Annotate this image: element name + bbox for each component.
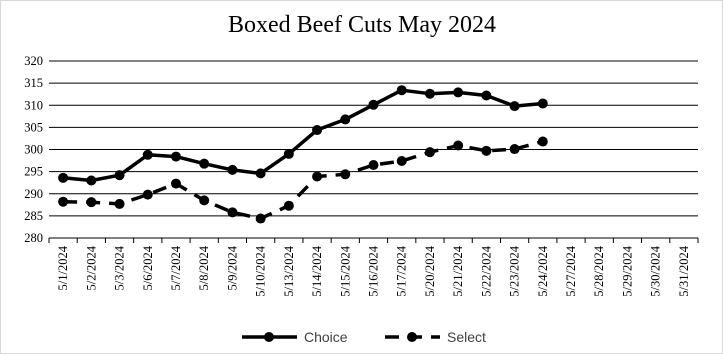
y-tick-label: 315 bbox=[24, 76, 43, 90]
data-point-select bbox=[58, 196, 69, 207]
x-tick-label: 5/24/2024 bbox=[536, 245, 550, 296]
data-point-choice bbox=[481, 90, 492, 101]
data-point-choice bbox=[537, 98, 548, 109]
data-point-select bbox=[86, 197, 97, 208]
legend-label-select: Select bbox=[447, 329, 486, 345]
data-point-choice bbox=[227, 164, 238, 175]
y-tick-label: 280 bbox=[24, 231, 43, 245]
x-tick-label: 5/15/2024 bbox=[338, 245, 352, 296]
data-point-choice bbox=[255, 168, 266, 179]
data-point-select bbox=[114, 198, 125, 209]
data-point-choice bbox=[509, 101, 520, 112]
x-tick-label: 5/31/2024 bbox=[677, 245, 691, 296]
x-tick-label: 5/3/2024 bbox=[113, 245, 127, 290]
data-point-select bbox=[453, 140, 464, 151]
data-point-select bbox=[537, 136, 548, 147]
x-tick-label: 5/7/2024 bbox=[169, 245, 183, 290]
y-axis-ticks: 280 285 290 295 300 305 310 315 320 bbox=[24, 54, 43, 245]
legend-marker bbox=[264, 332, 274, 342]
y-tick-label: 305 bbox=[24, 120, 43, 134]
data-point-select bbox=[396, 156, 407, 167]
x-axis-ticks: 5/1/2024 5/2/2024 5/3/2024 5/6/2024 5/7/2024… bbox=[48, 238, 699, 297]
y-tick-label: 285 bbox=[24, 209, 43, 223]
data-point-choice bbox=[368, 99, 379, 110]
data-point-select bbox=[368, 159, 379, 170]
x-tick-label: 5/10/2024 bbox=[254, 245, 268, 296]
data-point-select bbox=[481, 145, 492, 156]
x-tick-label: 5/8/2024 bbox=[197, 245, 211, 290]
data-point-choice bbox=[86, 175, 97, 186]
x-tick-label: 5/22/2024 bbox=[479, 245, 493, 296]
legend-marker bbox=[407, 332, 417, 342]
x-tick-label: 5/13/2024 bbox=[282, 245, 296, 296]
data-point-select bbox=[509, 144, 520, 155]
data-point-select bbox=[340, 169, 351, 180]
x-tick-label: 5/14/2024 bbox=[310, 245, 324, 296]
data-point-choice bbox=[312, 125, 323, 136]
y-tick-label: 310 bbox=[24, 98, 43, 112]
x-tick-label: 5/9/2024 bbox=[225, 245, 239, 290]
legend-label-choice: Choice bbox=[304, 329, 348, 345]
y-tick-label: 320 bbox=[24, 54, 43, 68]
data-point-select bbox=[142, 189, 153, 200]
data-point-select bbox=[199, 195, 210, 206]
x-tick-label: 5/29/2024 bbox=[620, 245, 634, 296]
y-tick-label: 290 bbox=[24, 187, 43, 201]
data-point-choice bbox=[396, 85, 407, 96]
data-point-choice bbox=[453, 87, 464, 98]
x-tick-label: 5/23/2024 bbox=[508, 245, 522, 296]
data-point-select bbox=[312, 171, 323, 182]
x-tick-label: 5/16/2024 bbox=[367, 245, 381, 296]
x-tick-label: 5/28/2024 bbox=[592, 245, 606, 296]
data-point-select bbox=[255, 213, 266, 224]
x-tick-label: 5/17/2024 bbox=[395, 245, 409, 296]
x-tick-label: 5/2/2024 bbox=[84, 245, 98, 290]
gridlines bbox=[49, 60, 698, 239]
x-tick-label: 5/30/2024 bbox=[649, 245, 663, 296]
data-point-select bbox=[227, 207, 238, 218]
data-point-choice bbox=[199, 158, 210, 169]
data-point-choice bbox=[142, 149, 153, 160]
x-tick-label: 5/27/2024 bbox=[564, 245, 578, 296]
series-line-choice bbox=[62, 88, 543, 183]
x-tick-label: 5/20/2024 bbox=[423, 245, 437, 296]
series-line-select bbox=[63, 139, 544, 221]
x-tick-label: 5/6/2024 bbox=[141, 245, 155, 290]
data-point-select bbox=[424, 147, 435, 158]
data-point-select bbox=[283, 200, 294, 211]
series-group bbox=[58, 85, 548, 224]
data-point-choice bbox=[170, 151, 181, 162]
data-point-select bbox=[170, 178, 181, 189]
legend: Choice Select bbox=[242, 329, 486, 345]
data-point-choice bbox=[283, 148, 294, 159]
data-point-choice bbox=[424, 88, 435, 99]
x-tick-label: 5/1/2024 bbox=[56, 245, 70, 290]
data-point-choice bbox=[58, 172, 69, 183]
data-point-choice bbox=[340, 114, 351, 125]
chart-title: Boxed Beef Cuts May 2024 bbox=[228, 12, 496, 38]
data-point-choice bbox=[114, 170, 125, 181]
y-tick-label: 300 bbox=[24, 143, 43, 157]
y-tick-label: 295 bbox=[24, 165, 43, 179]
x-tick-label: 5/21/2024 bbox=[451, 245, 465, 296]
